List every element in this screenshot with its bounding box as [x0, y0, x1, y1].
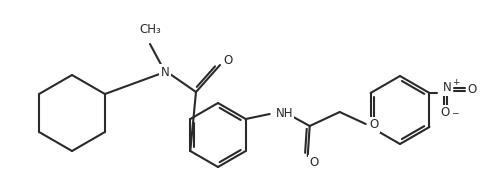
Text: −: −	[452, 108, 459, 118]
Text: N: N	[161, 65, 169, 79]
Text: NH: NH	[276, 108, 293, 121]
Text: +: +	[453, 79, 460, 88]
Text: O: O	[224, 55, 233, 68]
Text: O: O	[309, 156, 318, 170]
Text: O: O	[468, 84, 477, 97]
Text: O: O	[441, 107, 450, 119]
Text: O: O	[370, 118, 379, 132]
Text: CH₃: CH₃	[139, 23, 161, 36]
Text: N: N	[443, 81, 452, 94]
